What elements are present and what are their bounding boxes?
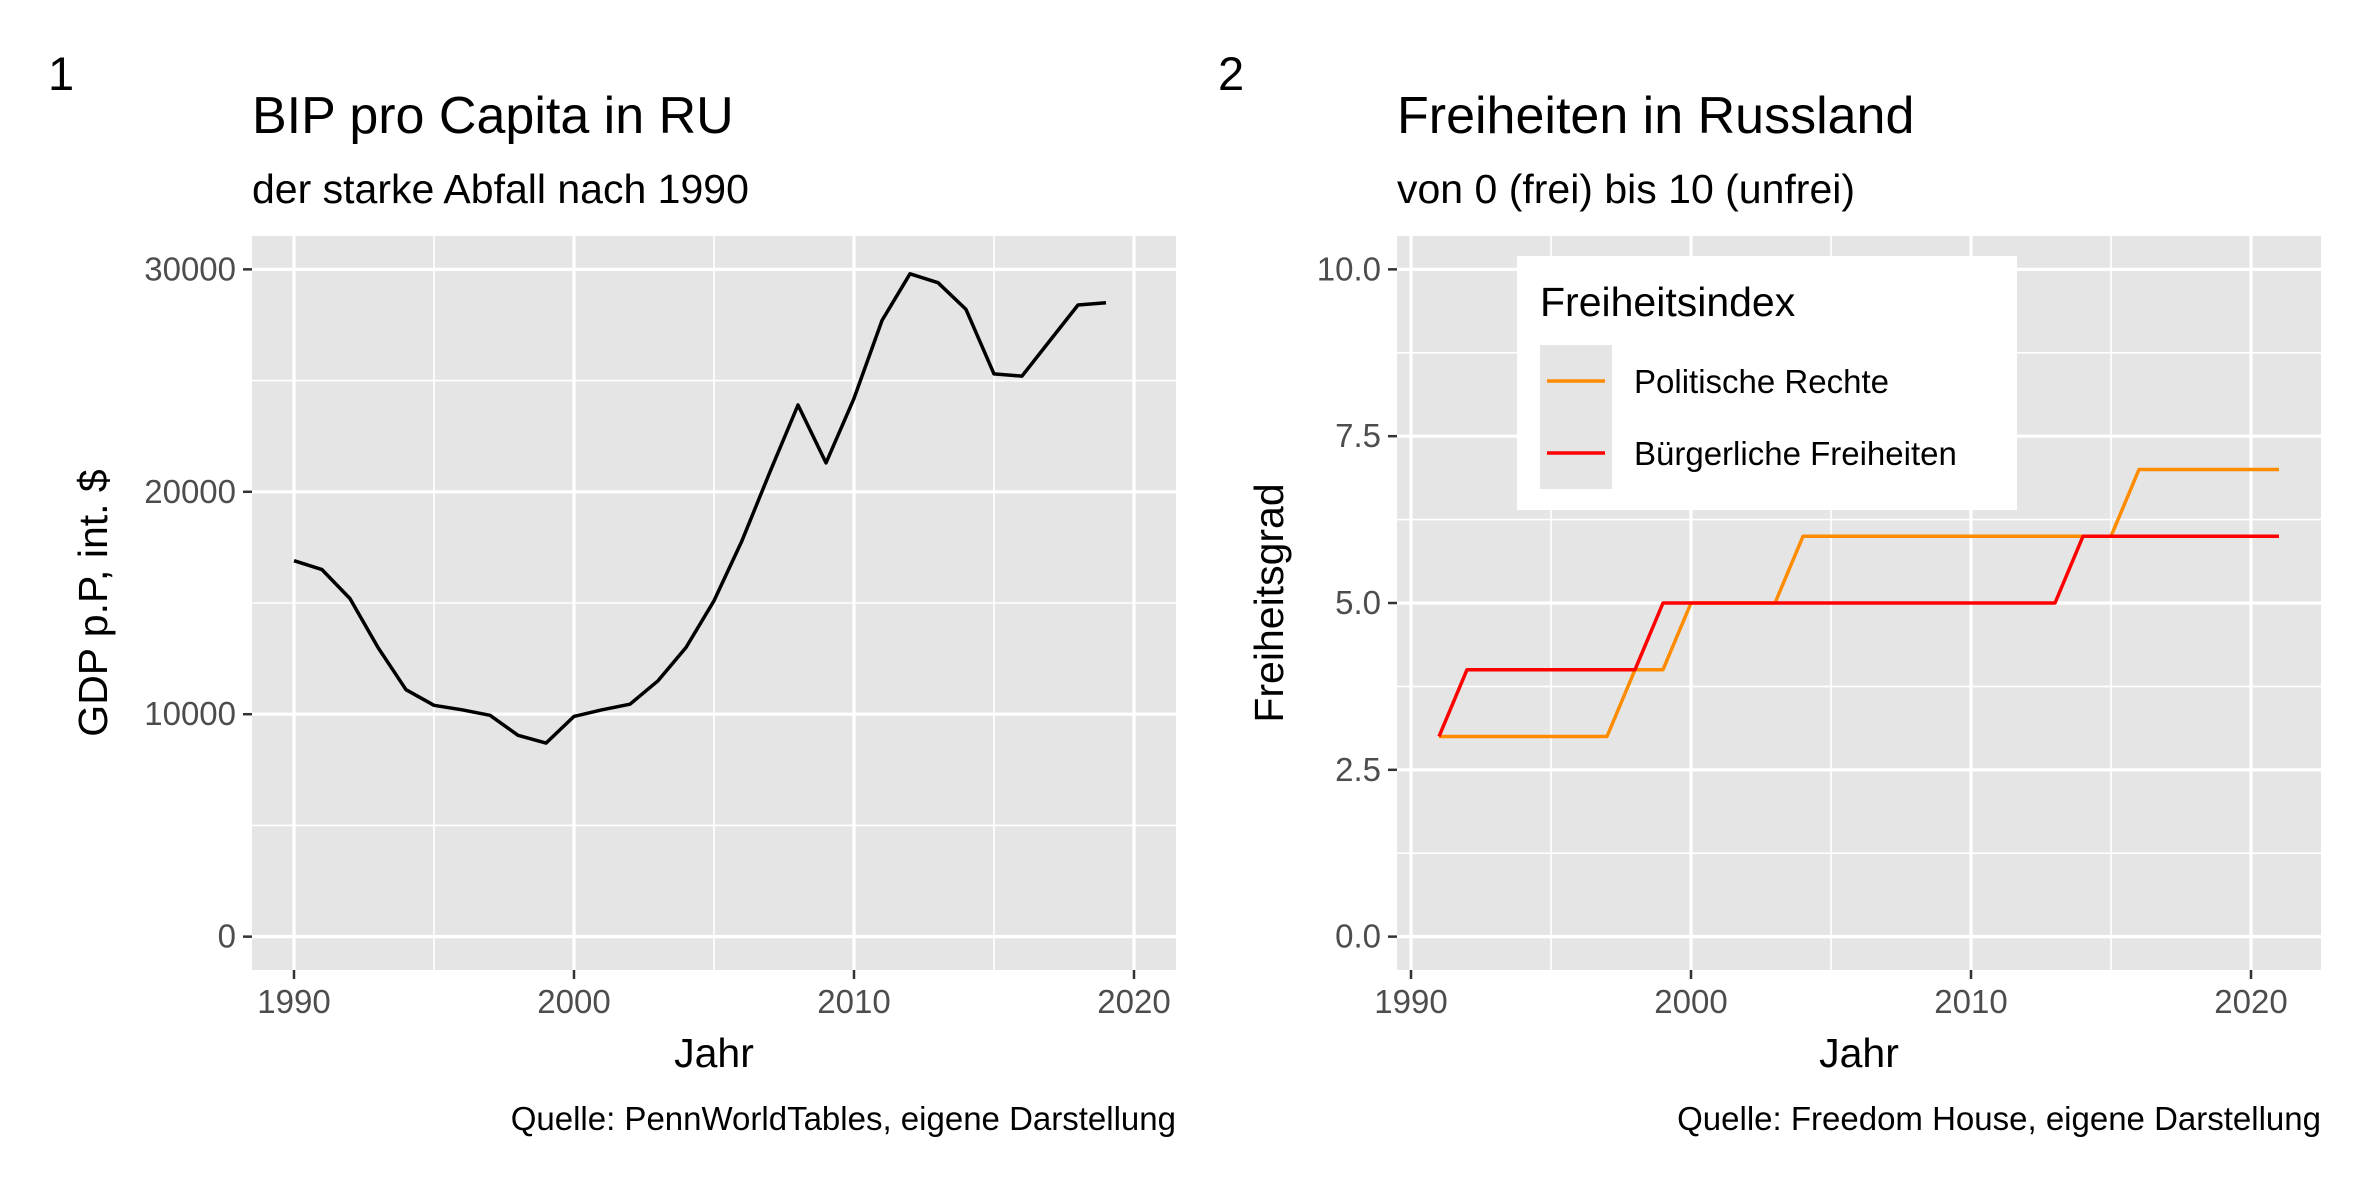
y-tick-label: 2.5 [1335,751,1381,788]
y-axis-title: Freiheitsgrad [1246,483,1292,722]
x-tick-label: 2000 [537,983,610,1020]
x-tick-label: 2000 [1654,983,1727,1020]
gridlines [252,236,1176,970]
y-tick-label: 30000 [144,250,236,287]
legend-label-politische-rechte: Politische Rechte [1634,363,1889,400]
x-tick-label: 2020 [1097,983,1170,1020]
data-lines [1437,467,2279,739]
x-tick-label: 2010 [817,983,890,1020]
series-line-gdp [293,272,1107,745]
chart-caption: Quelle: PennWorldTables, eigene Darstell… [511,1100,1176,1137]
y-tick-label: 0 [218,918,236,955]
chart-subtitle: der starke Abfall nach 1990 [252,166,749,212]
chart-caption: Quelle: Freedom House, eigene Darstellun… [1677,1100,2321,1137]
x-tick-label: 1990 [1374,983,1447,1020]
series-line-b-rgerliche-freiheiten [1437,534,2279,738]
x-axis-title: Jahr [1819,1030,1899,1076]
y-tick-label: 20000 [144,473,236,510]
x-tick-label: 2020 [2214,983,2287,1020]
x-axis-title: Jahr [674,1030,754,1076]
axes: 1990 2000 2010 2020 0 10000 20000 30000 [144,250,1170,1020]
series-line-politische-rechte [1439,467,2279,739]
y-axis-title: GDP p.P, int. $ [70,469,116,737]
panel-freedom: 2 Freiheiten in Russland von 0 (frei) bi… [1218,47,2321,1137]
chart-subtitle: von 0 (frei) bis 10 (unfrei) [1397,166,1855,212]
panel-gdp: 1 BIP pro Capita in RU der starke Abfall… [48,47,1176,1137]
panel-tag: 1 [48,47,74,100]
chart-title: Freiheiten in Russland [1397,87,1914,145]
x-tick-label: 1990 [257,983,330,1020]
panel-tag: 2 [1218,47,1244,100]
legend-title: Freiheitsindex [1540,279,1796,325]
y-tick-label: 10.0 [1317,250,1381,287]
y-tick-label: 10000 [144,695,236,732]
chart-title: BIP pro Capita in RU [252,87,734,145]
axes: 1990 2000 2010 2020 0.0 2.5 5.0 7.5 10.0 [1317,250,2288,1020]
x-tick-label: 2010 [1934,983,2007,1020]
legend: Freiheitsindex Politische Rechte Bürgerl… [1517,256,2017,510]
y-tick-label: 0.0 [1335,918,1381,955]
y-tick-label: 7.5 [1335,417,1381,454]
y-tick-label: 5.0 [1335,584,1381,621]
data-lines [293,272,1107,745]
legend-label-buergerliche-freiheiten: Bürgerliche Freiheiten [1634,435,1957,472]
